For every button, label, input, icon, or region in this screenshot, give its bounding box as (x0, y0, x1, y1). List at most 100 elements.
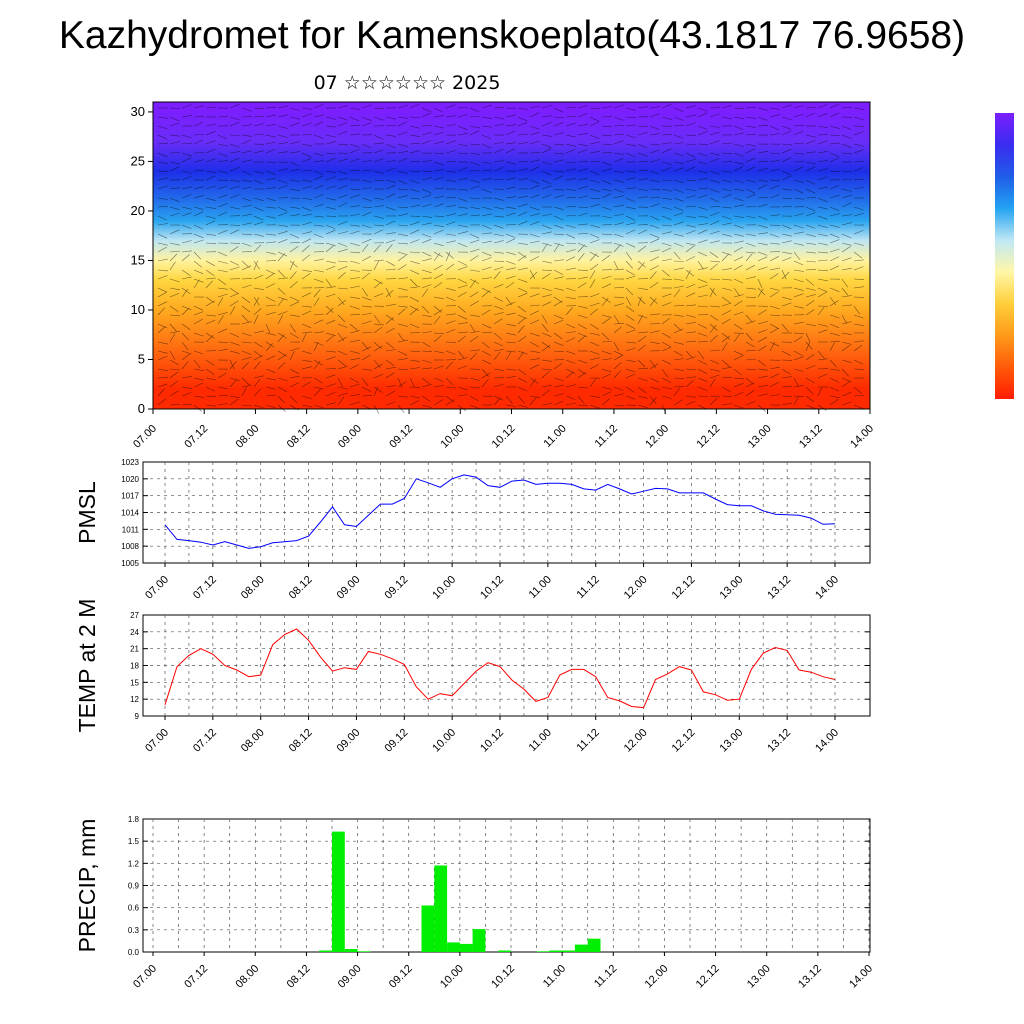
wind-barb (601, 391, 612, 397)
wind-barb (253, 221, 264, 226)
wind-barb (853, 404, 864, 409)
wind-barb (481, 368, 489, 377)
wind-barb (493, 332, 502, 340)
wind-barb (481, 309, 491, 316)
wind-barb (421, 203, 432, 208)
wind-barb (253, 274, 264, 280)
wind-barb (757, 288, 764, 298)
wind-barb (181, 212, 192, 217)
wind-barb (217, 224, 229, 226)
wind-barb (493, 395, 504, 401)
wind-barb (493, 167, 504, 172)
wind-barb (793, 260, 804, 266)
wind-barb (541, 213, 552, 217)
wind-barb (553, 350, 565, 353)
wind-barb (721, 318, 731, 325)
wind-barb (445, 213, 456, 217)
wind-barb (505, 233, 516, 238)
wind-barb (553, 194, 564, 199)
wind-barb (565, 337, 576, 343)
wind-barb (781, 251, 792, 255)
wind-barb (433, 316, 441, 325)
wind-barb (805, 260, 816, 263)
temp-panel-xtick-label: 13.12 (765, 727, 793, 755)
wind-barb (661, 215, 672, 220)
wind-barb (313, 121, 324, 127)
wind-barb (601, 373, 612, 379)
wind-barb (169, 305, 179, 312)
wind-barb (469, 330, 480, 334)
wind-barb (277, 287, 286, 295)
wind-barb (685, 350, 694, 359)
wind-barb (181, 186, 192, 190)
wind-barb (445, 350, 456, 355)
wind-barb (673, 305, 685, 307)
wind-barb (733, 246, 743, 253)
wind-barb (241, 350, 252, 355)
wind-barb (637, 229, 648, 235)
wind-barb (697, 314, 709, 316)
wind-barb (337, 296, 345, 305)
wind-barb (517, 116, 528, 122)
wind-barb (193, 311, 204, 316)
wind-barb (757, 393, 768, 397)
wind-barb (301, 366, 312, 370)
wind-barb (637, 161, 649, 163)
wind-barb (853, 359, 864, 365)
wind-barb (397, 264, 407, 271)
wind-barb (277, 377, 288, 382)
temp-panel-ytick-label: 18 (130, 662, 139, 671)
wind-barb (625, 368, 636, 373)
wind-barb (253, 133, 265, 136)
wind-barb (385, 134, 396, 137)
wind-barb (397, 224, 409, 227)
wind-barb (205, 123, 216, 127)
wind-barb (205, 158, 216, 163)
wind-barb (265, 343, 273, 352)
wind-barb (229, 395, 240, 399)
wind-barb (577, 386, 588, 389)
wind-barb (697, 332, 708, 337)
wind-barb (673, 188, 684, 193)
wind-barb (373, 244, 381, 253)
wind-barb (457, 143, 468, 147)
wind-barb (181, 170, 192, 174)
temp-panel-xtick-label: 09.00 (335, 727, 363, 755)
wind-barb (613, 195, 624, 199)
heatmap-ytick-label: 30 (131, 104, 145, 119)
wind-barb (205, 368, 215, 375)
wind-barb (301, 273, 311, 280)
wind-barb (433, 132, 444, 136)
wind-barb (589, 302, 600, 307)
wind-barb (217, 312, 228, 316)
wind-barb (601, 283, 612, 289)
wind-barb (241, 356, 252, 361)
precip-panel-ytick-label: 0.3 (128, 926, 140, 935)
heatmap-xtick-label: 13.12 (797, 423, 825, 451)
wind-barb (445, 197, 457, 199)
wind-barb (553, 269, 564, 275)
wind-barb (769, 251, 781, 253)
wind-barb (229, 398, 239, 406)
wind-barb (373, 326, 383, 334)
wind-barb (721, 335, 731, 343)
wind-barb (577, 276, 588, 280)
wind-barb (385, 268, 397, 271)
wind-barb (781, 143, 793, 146)
wind-barb (469, 300, 479, 307)
wind-barb (685, 331, 696, 334)
wind-barb (253, 350, 263, 358)
wind-barb (805, 212, 816, 217)
wind-barb (445, 150, 456, 154)
wind-barb (697, 267, 708, 271)
wind-barb (709, 349, 720, 352)
wind-barb (481, 213, 492, 217)
wind-barb (457, 125, 468, 131)
wind-barb (265, 148, 276, 154)
wind-barb (217, 315, 224, 325)
wind-barb (181, 341, 189, 351)
wind-barb (205, 386, 216, 392)
wind-barb (313, 404, 324, 409)
wind-barb (613, 296, 625, 299)
wind-barb (781, 368, 791, 375)
